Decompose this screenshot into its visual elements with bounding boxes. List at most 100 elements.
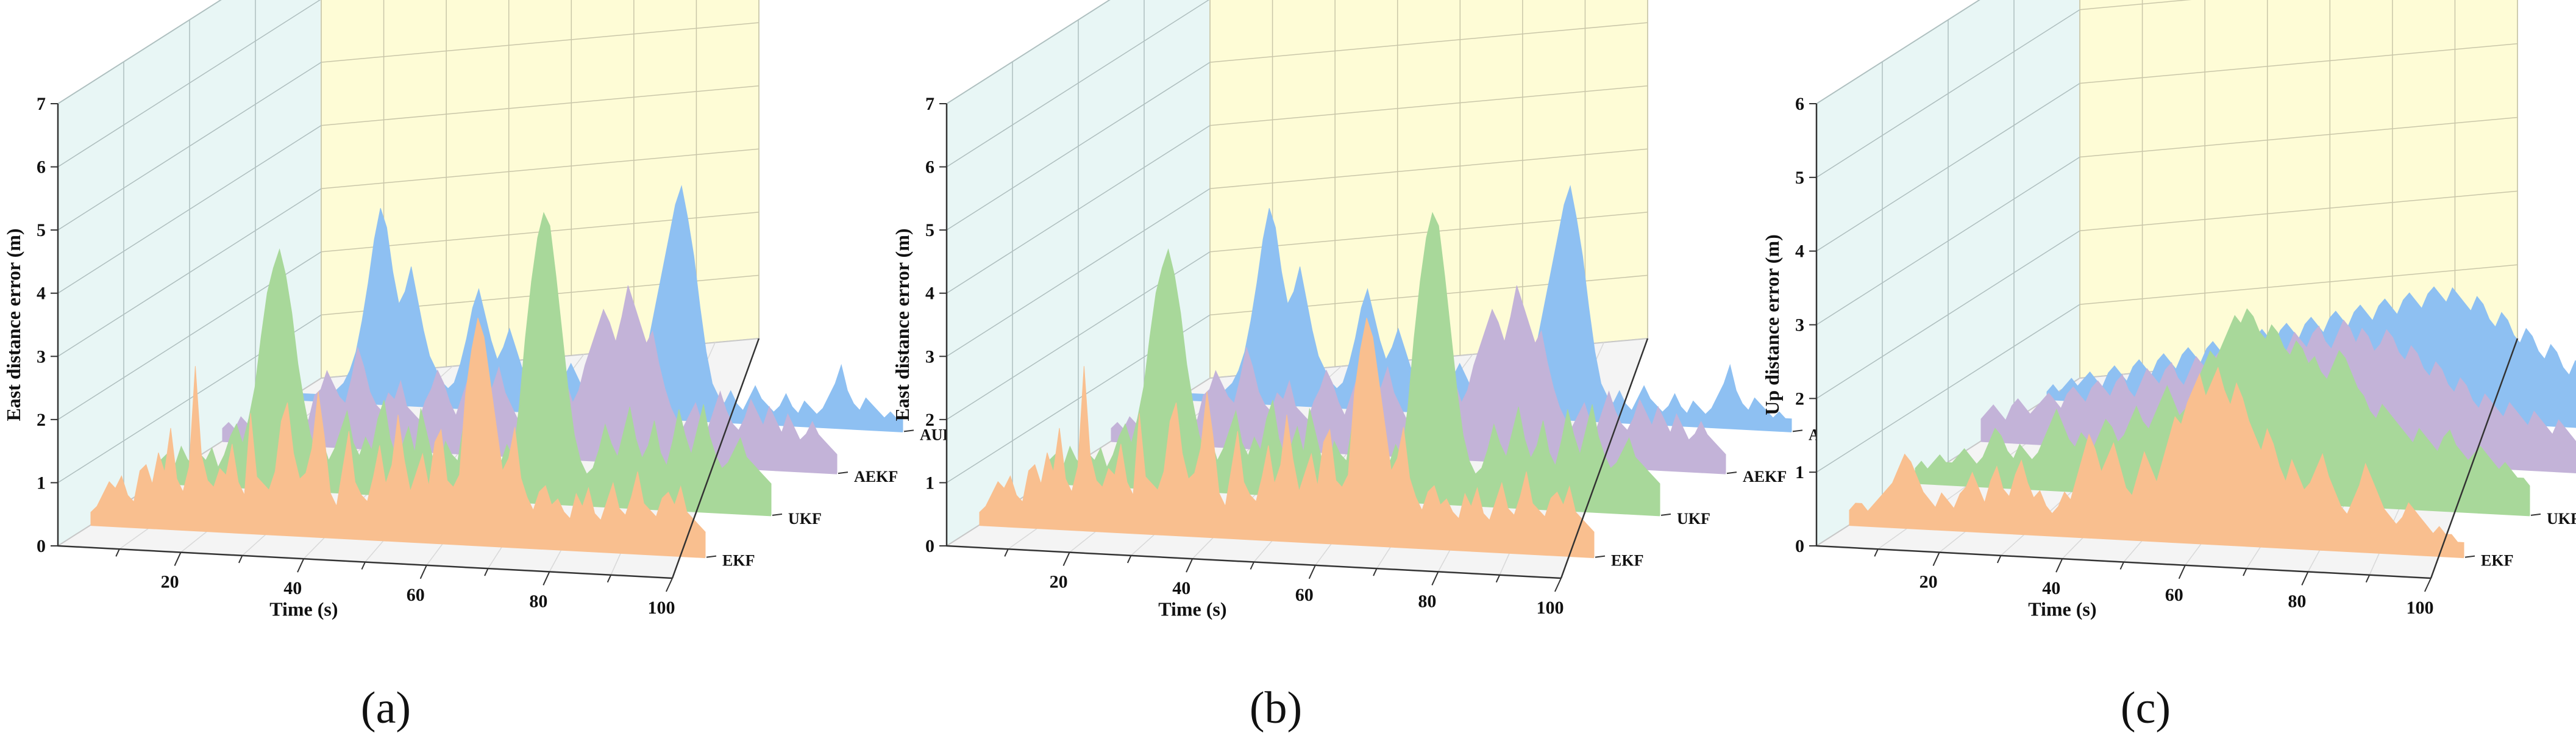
x-tick-label: 80 — [2288, 591, 2306, 611]
back-wall-gridline — [1209, 85, 1648, 126]
series-label-aekf: AEKF — [854, 468, 898, 485]
series-tick — [2530, 513, 2541, 516]
back-wall-gridline — [1209, 22, 1648, 63]
y-tick-label: 2 — [37, 410, 46, 430]
x-tick — [1874, 548, 1879, 557]
y-tick-label: 0 — [37, 536, 46, 556]
x-tick — [1004, 548, 1009, 557]
x-axis-title: Time (s) — [1158, 598, 1226, 620]
series-tick — [706, 555, 717, 558]
y-tick-label: 5 — [37, 220, 46, 240]
x-tick-label: 100 — [648, 598, 675, 618]
panel-label: (b) — [1250, 683, 1302, 733]
x-tick — [1554, 578, 1562, 592]
series-tick — [2464, 555, 2475, 558]
x-tick — [543, 571, 550, 586]
x-tick — [1186, 558, 1194, 573]
back-wall-gridline — [2079, 43, 2518, 84]
y-tick-label: 3 — [1795, 315, 1804, 335]
y-tick-label: 2 — [925, 410, 934, 430]
x-tick-label: 100 — [2407, 598, 2434, 618]
y-tick-label: 2 — [1795, 389, 1804, 409]
x-tick — [1932, 552, 1940, 567]
back-wall-gridline — [321, 22, 760, 63]
y-axis-title: Up distance error (m) — [1761, 234, 1783, 415]
series-axis-line — [671, 338, 760, 579]
y-axis-title: East distance error (m) — [2, 228, 24, 421]
x-tick — [174, 552, 182, 567]
y-tick-label: 5 — [1795, 168, 1804, 188]
x-axis-title: Time (s) — [2028, 598, 2096, 620]
back-wall-gridline — [2079, 264, 2518, 305]
chart-panel-3: AUKFAEKFUKFEKF012345620406080100Time (s)… — [1761, 0, 2576, 733]
x-tick — [2119, 562, 2124, 570]
x-tick — [484, 568, 489, 576]
x-tick — [2243, 568, 2247, 576]
x-tick-label: 40 — [283, 578, 302, 598]
x-tick-label: 60 — [2165, 585, 2183, 605]
x-tick — [607, 575, 612, 583]
series-label-ekf: EKF — [1611, 552, 1643, 570]
x-tick — [1308, 565, 1316, 579]
series-area-ekf — [1849, 366, 2464, 558]
x-tick — [2178, 565, 2186, 579]
x-tick-label: 80 — [529, 591, 547, 611]
back-wall-gridline — [2079, 190, 2518, 232]
x-tick — [2365, 575, 2371, 583]
y-tick-label: 6 — [37, 157, 46, 177]
back-wall-gridline — [1209, 148, 1648, 190]
y-tick-label: 3 — [37, 346, 46, 367]
y-tick-label: 4 — [1795, 242, 1804, 262]
series-label-ukf: UKF — [1677, 510, 1710, 528]
y-tick-label: 0 — [1795, 536, 1804, 556]
y-tick-label: 1 — [1795, 462, 1804, 482]
series-label-ukf: UKF — [788, 510, 822, 528]
back-wall-gridline — [2079, 0, 2192, 10]
series-baseline-ekf — [1849, 524, 2464, 559]
y-tick-label: 7 — [925, 94, 934, 114]
x-tick-label: 100 — [1537, 598, 1564, 618]
series-label-ekf: EKF — [2481, 552, 2513, 570]
x-tick — [361, 562, 366, 570]
x-tick — [1373, 568, 1378, 576]
series-label-ekf: EKF — [722, 552, 755, 570]
y-tick-label: 4 — [37, 284, 46, 304]
series-baseline-ekf — [979, 524, 1595, 559]
panel-label: (c) — [2121, 683, 2171, 733]
x-tick — [297, 558, 305, 573]
y-tick-label: 3 — [925, 346, 934, 367]
x-tick — [1431, 571, 1439, 586]
panel-label: (a) — [361, 683, 411, 733]
x-tick — [1996, 555, 2002, 564]
x-tick — [1250, 562, 1254, 570]
series-tick — [903, 429, 914, 432]
series-axis-line — [2430, 338, 2519, 579]
x-tick-label: 40 — [2042, 578, 2060, 598]
x-tick — [1495, 575, 1501, 583]
back-wall-gridline — [321, 148, 760, 190]
series-tick — [1660, 513, 1671, 516]
x-tick — [665, 578, 673, 592]
x-tick — [2424, 578, 2432, 592]
x-tick — [2301, 571, 2309, 586]
x-tick-label: 40 — [1172, 578, 1190, 598]
series-tick — [838, 471, 849, 475]
y-tick-label: 4 — [925, 284, 934, 304]
series-area-ekf — [979, 318, 1595, 558]
x-tick — [1126, 555, 1132, 564]
y-tick-label: 1 — [925, 473, 934, 493]
x-tick-label: 20 — [1050, 572, 1068, 592]
series-label-aekf: AEKF — [1743, 468, 1787, 485]
back-wall-gridline — [2079, 116, 2518, 158]
x-tick — [115, 548, 120, 557]
series-baseline-ekf — [90, 524, 706, 559]
x-tick-label: 60 — [1295, 585, 1314, 605]
series-axis-line — [1560, 338, 1649, 579]
y-tick-label: 6 — [925, 157, 934, 177]
x-tick-label: 20 — [1920, 572, 1938, 592]
x-tick — [238, 555, 243, 564]
series-tick — [1595, 555, 1606, 558]
